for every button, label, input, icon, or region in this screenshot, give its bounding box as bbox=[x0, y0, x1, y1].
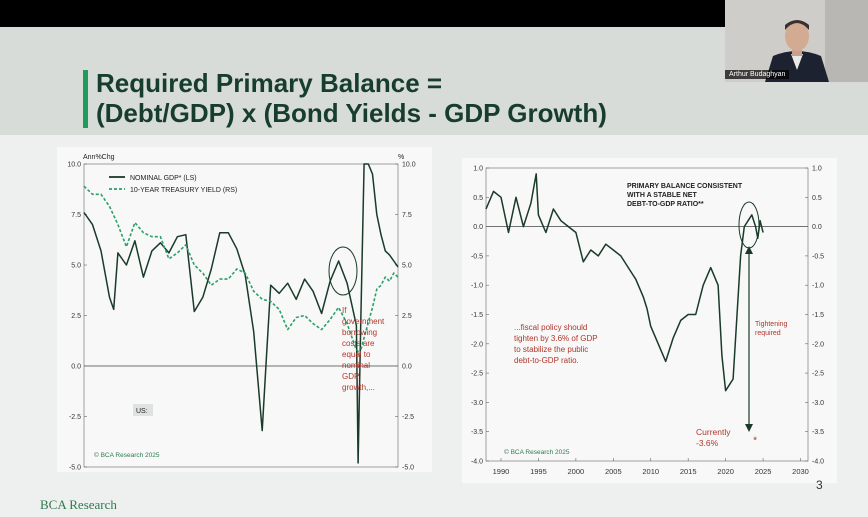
left-axis-title: Ann%Chg bbox=[83, 154, 115, 161]
right-chart-ytick-right-2: 0.0 bbox=[812, 224, 822, 231]
brand-logo: BCA Research bbox=[40, 497, 117, 512]
left-ytick-1: 7.5 bbox=[71, 212, 81, 219]
legend-treasury-yield: 10-YEAR TREASURY YIELD (RS) bbox=[130, 187, 237, 194]
left-annotation-line-7: GDP bbox=[342, 372, 359, 381]
right-chart-ytick-right-4: -1.0 bbox=[812, 283, 824, 290]
right-chart-ytick-right-6: -2.0 bbox=[812, 341, 824, 348]
right-chart-xtick-5: 2015 bbox=[680, 467, 697, 476]
right-chart-xtick-1: 1995 bbox=[530, 467, 547, 476]
right-chart-xtick-0: 1990 bbox=[493, 467, 510, 476]
right-chart-ytick-right-8: -3.0 bbox=[812, 400, 824, 407]
highlight-circle bbox=[328, 246, 358, 296]
left-ytick-0: 10.0 bbox=[67, 162, 81, 169]
left-annotation-line-6: nominal bbox=[342, 361, 370, 370]
treasury-yield-line bbox=[83, 185, 399, 355]
right-series-label: PRIMARY BALANCE CONSISTENT WITH A STABLE… bbox=[627, 183, 744, 208]
right-chart-xtick-6: 2020 bbox=[717, 467, 734, 476]
right-chart-ytick-left-8: -3.0 bbox=[471, 400, 483, 407]
currently-value: -3.6% bbox=[696, 438, 719, 448]
right-series-label-line-2: WITH A STABLE NET bbox=[627, 192, 697, 199]
left-source: © BCA Research 2025 bbox=[94, 451, 160, 459]
tightening-label-line-2: required bbox=[755, 330, 781, 337]
left-ytick-3: 2.5 bbox=[71, 313, 81, 320]
right-chart-ytick-left-1: 0.5 bbox=[473, 195, 483, 202]
region-label: US: bbox=[136, 408, 148, 415]
left-chart: Ann%Chg % 10.0 7.5 5.0 2.5 0.0 -2.5 -5.0 10.0 7.… bbox=[57, 147, 432, 472]
title-accent-bar bbox=[83, 70, 88, 128]
right-chart-ytick-left-6: -2.0 bbox=[471, 341, 483, 348]
right-chart-ytick-left-0: 1.0 bbox=[473, 166, 483, 173]
right-chart-xtick-4: 2010 bbox=[642, 467, 659, 476]
left-annotation-line-1: If bbox=[342, 306, 347, 315]
left-annotation-line-2: government bbox=[342, 317, 385, 326]
right-chart: 1.0 0.5 0.0 -0.5 -1.0 -1.5 -2.0 -2.5 -3.0 -3.5 -4.… bbox=[462, 158, 837, 483]
left-annotation: If government borrowing costs are equal … bbox=[342, 306, 386, 392]
left-ytick-4: 0.0 bbox=[71, 364, 81, 371]
right-source: © BCA Research 2025 bbox=[504, 448, 570, 456]
tightening-label-line-1: Tightening bbox=[755, 321, 788, 328]
legend-nominal-gdp: NOMINAL GDP* (LS) bbox=[130, 175, 197, 182]
slide-title-line-1: Required Primary Balance = bbox=[96, 68, 443, 98]
left-right-ytick-2: 5.0 bbox=[402, 263, 412, 270]
right-annotation-line-3: to stabilize the public bbox=[514, 345, 588, 354]
right-chart-xtick-8: 2030 bbox=[792, 467, 809, 476]
region-label-box bbox=[133, 404, 153, 416]
slide-title-line-2: (Debt/GDP) x (Bond Yields - GDP Growth) bbox=[96, 98, 607, 128]
right-chart-ytick-right-1: 0.5 bbox=[812, 195, 822, 202]
top-black-bar bbox=[0, 0, 868, 27]
right-series-label-line-3: DEBT-TO-GDP RATIO** bbox=[627, 201, 704, 208]
left-ytick-2: 5.0 bbox=[71, 263, 81, 270]
arrow-head-up bbox=[745, 246, 753, 254]
currently-label: Currently bbox=[696, 427, 731, 437]
arrow-head-down bbox=[745, 424, 753, 432]
right-chart-xtick-7: 2025 bbox=[755, 467, 772, 476]
right-axis-title: % bbox=[398, 154, 404, 161]
current-value-marker: * bbox=[753, 436, 757, 447]
right-chart-ytick-left-10: -4.0 bbox=[471, 459, 483, 466]
left-ytick-5: -2.5 bbox=[69, 414, 81, 421]
left-right-ytick-5: -2.5 bbox=[402, 414, 414, 421]
participant-name-tag: Arthur Budaghyan bbox=[725, 70, 790, 79]
right-chart-xtick-3: 2005 bbox=[605, 467, 622, 476]
left-annotation-line-8: growth,... bbox=[342, 383, 375, 392]
right-chart-ytick-left-2: 0.0 bbox=[473, 224, 483, 231]
right-chart-ytick-left-9: -3.5 bbox=[471, 429, 483, 436]
right-chart-ytick-left-5: -1.5 bbox=[471, 312, 483, 319]
nominal-gdp-line bbox=[83, 163, 399, 464]
participant-video[interactable]: Arthur Budaghyan bbox=[725, 0, 868, 82]
right-chart-ytick-left-7: -2.5 bbox=[471, 371, 483, 378]
right-annotation: ...fiscal policy should tighten by 3.6% … bbox=[514, 323, 600, 365]
right-annotation-line-4: debt-to-GDP ratio. bbox=[514, 356, 579, 365]
right-chart-ytick-right-5: -1.5 bbox=[812, 312, 824, 319]
page-number: 3 bbox=[816, 478, 823, 492]
primary-balance-line bbox=[485, 173, 764, 392]
right-chart-ytick-right-9: -3.5 bbox=[812, 429, 824, 436]
left-right-ytick-4: 0.0 bbox=[402, 364, 412, 371]
title-band bbox=[0, 27, 868, 135]
left-ytick-6: -5.0 bbox=[69, 465, 81, 472]
tightening-label: Tightening required bbox=[755, 321, 789, 337]
left-annotation-line-3: borrowing bbox=[342, 328, 377, 337]
right-chart-ytick-right-10: -4.0 bbox=[812, 459, 824, 466]
right-annotation-line-2: tighten by 3.6% of GDP bbox=[514, 334, 597, 343]
left-annotation-line-4: costs are bbox=[342, 339, 375, 348]
left-right-ytick-0: 10.0 bbox=[402, 162, 416, 169]
right-chart-xtick-2: 2000 bbox=[568, 467, 585, 476]
right-chart-ytick-right-7: -2.5 bbox=[812, 371, 824, 378]
right-chart-ytick-right-0: 1.0 bbox=[812, 166, 822, 173]
left-right-ytick-6: -5.0 bbox=[402, 465, 414, 472]
left-right-ytick-3: 2.5 bbox=[402, 313, 412, 320]
left-right-ytick-1: 7.5 bbox=[402, 212, 412, 219]
right-chart-ytick-right-3: -0.5 bbox=[812, 253, 824, 260]
right-chart-ytick-left-4: -1.0 bbox=[471, 283, 483, 290]
right-annotation-line-1: ...fiscal policy should bbox=[514, 323, 587, 332]
left-chart-panel bbox=[57, 147, 432, 472]
right-series-label-line-1: PRIMARY BALANCE CONSISTENT bbox=[627, 183, 743, 190]
right-chart-ytick-left-3: -0.5 bbox=[471, 253, 483, 260]
participant-avatar bbox=[725, 0, 868, 82]
left-annotation-line-5: equal to bbox=[342, 350, 371, 359]
